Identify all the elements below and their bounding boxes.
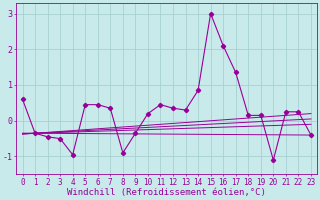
X-axis label: Windchill (Refroidissement éolien,°C): Windchill (Refroidissement éolien,°C)	[67, 188, 266, 197]
